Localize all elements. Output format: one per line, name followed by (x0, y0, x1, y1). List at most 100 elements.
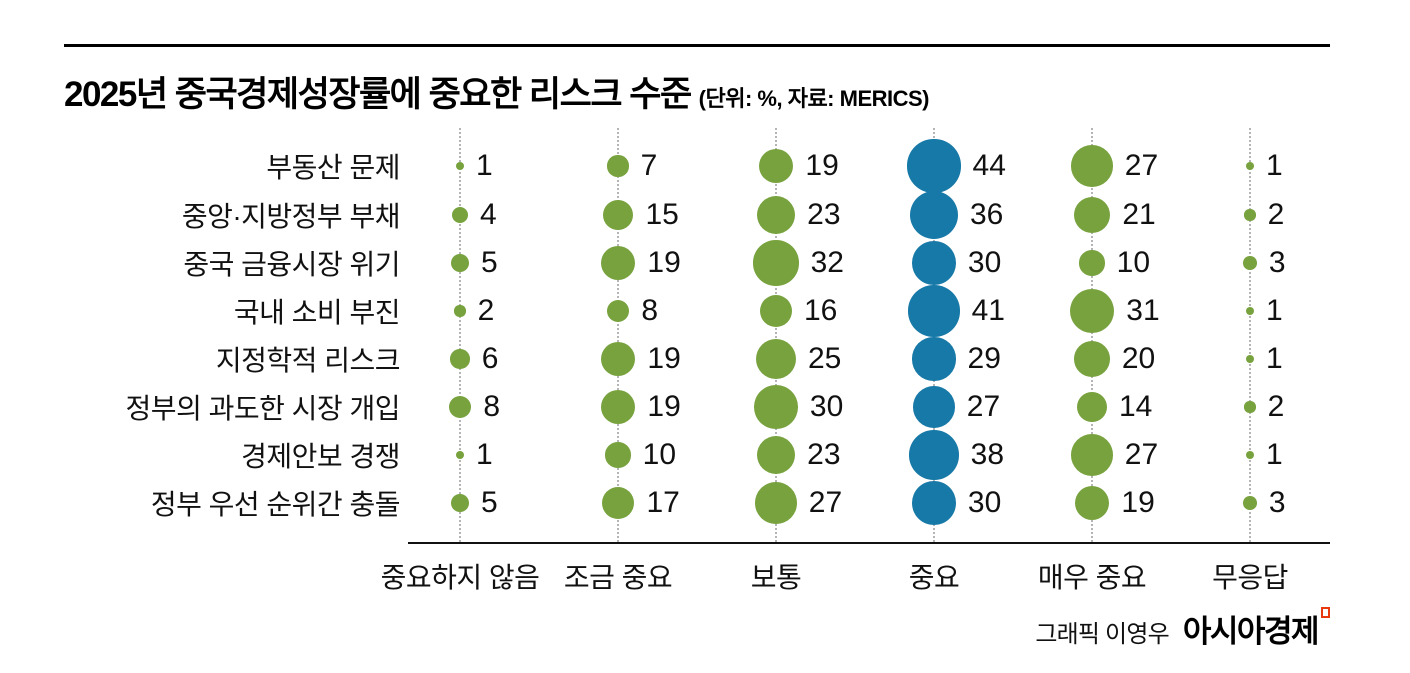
bubble (1246, 451, 1254, 459)
publisher-logo: 아시아경제 (1183, 606, 1330, 651)
logo-flag-icon (1321, 607, 1330, 618)
bubble-value: 31 (1126, 294, 1160, 327)
bubble-value: 44 (972, 149, 1006, 182)
bubble-value: 23 (807, 438, 841, 471)
column-label: 무응답 (1212, 562, 1288, 593)
publisher-name: 아시아경제 (1182, 614, 1320, 649)
column-gridline (1249, 128, 1251, 542)
bubble (913, 386, 955, 428)
bubble (451, 254, 469, 272)
bubble-value: 16 (804, 294, 838, 327)
bubble-value: 5 (480, 486, 498, 519)
bubble (600, 341, 636, 377)
bubble (607, 155, 629, 177)
column-label: 매우 중요 (1037, 562, 1147, 593)
bubble-value: 30 (809, 390, 844, 423)
column-label: 중요 (908, 562, 960, 593)
bubble (605, 442, 631, 468)
bubble-value: 27 (966, 390, 1001, 423)
bubble-value: 1 (476, 438, 493, 471)
bubble-value: 19 (805, 149, 839, 182)
bubble-value: 4 (480, 198, 497, 231)
column-label: 보통 (750, 562, 802, 593)
bubble-value: 8 (483, 390, 500, 423)
top-rule (64, 44, 1330, 47)
bubble (1077, 392, 1107, 422)
bubble-value: 32 (810, 246, 844, 279)
bubble (756, 195, 796, 235)
bubble (912, 481, 956, 525)
bubble-value: 27 (1124, 149, 1159, 182)
bubble (600, 389, 636, 425)
bubble-value: 41 (971, 294, 1005, 327)
bubble-value: 19 (647, 390, 681, 423)
bubble-value: 3 (1268, 486, 1286, 519)
bubble (754, 385, 798, 429)
column-label: 조금 중요 (563, 562, 673, 593)
bubble (1243, 496, 1257, 510)
row-label: 국내 소비 부진 (233, 297, 401, 328)
bubble (452, 207, 468, 223)
bubble (756, 435, 796, 475)
bubble (1073, 196, 1111, 234)
bubble (1069, 288, 1115, 334)
bubble (600, 245, 636, 281)
bubble (1079, 250, 1105, 276)
bubble (1071, 145, 1113, 187)
row-label: 중국 금융시장 위기 (183, 249, 400, 280)
bubble (448, 395, 472, 419)
x-axis-line (408, 542, 1330, 544)
bubble-value: 2 (477, 294, 495, 327)
bubble-value: 23 (807, 198, 841, 231)
bubble (1246, 162, 1254, 170)
bubble (760, 295, 792, 327)
bubble (456, 451, 464, 459)
bubble-value: 1 (1266, 149, 1283, 182)
bubble-value: 2 (1267, 390, 1285, 423)
bubble (1074, 485, 1110, 521)
bubble-value: 19 (1121, 486, 1155, 519)
title-row: 2025년 중국경제성장률에 중요한 리스크 수준 (단위: %, 자료: ME… (64, 66, 930, 117)
bubble (753, 240, 799, 286)
column-gridline (617, 128, 619, 542)
bubble-value: 25 (808, 342, 842, 375)
bubble (456, 162, 464, 170)
column-label: 중요하지 않음 (380, 562, 540, 593)
bubble (1244, 209, 1256, 221)
bubble-value: 19 (647, 246, 681, 279)
bubble-value: 8 (641, 294, 658, 327)
bubble (1243, 256, 1257, 270)
credit-text: 그래픽 이영우 (1035, 621, 1169, 648)
bubble-value: 7 (640, 149, 658, 182)
bubble-value: 1 (1266, 438, 1283, 471)
chart-subtitle: (단위: %, 자료: MERICS) (698, 86, 930, 111)
bubble (755, 482, 797, 524)
bubble-value: 20 (1121, 342, 1156, 375)
bubble (912, 241, 956, 285)
bubble (912, 337, 956, 381)
bubble (1244, 401, 1256, 413)
row-label: 부동산 문제 (266, 152, 400, 183)
column-gridline (1091, 128, 1093, 542)
column-gridline (459, 128, 461, 542)
bubble (451, 494, 469, 512)
bubble-value: 30 (967, 246, 1002, 279)
bubble-value: 19 (647, 342, 681, 375)
footer: 그래픽 이영우 아시아경제 (1035, 606, 1330, 651)
row-label: 지정학적 리스크 (215, 345, 401, 376)
row-label: 중앙·지방정부 부채 (181, 201, 401, 232)
bubble (756, 339, 796, 379)
bubble-value: 1 (1266, 294, 1283, 327)
bubble-value: 27 (808, 486, 843, 519)
bubble (909, 430, 959, 480)
bubble (450, 349, 470, 369)
bubble (1071, 434, 1113, 476)
bubble (910, 191, 958, 239)
bubble-value: 27 (1124, 438, 1159, 471)
bubble (908, 285, 960, 337)
row-label: 정부 우선 순위간 충돌 (150, 489, 401, 520)
bubble-value: 1 (1266, 342, 1283, 375)
bubble-value: 21 (1122, 198, 1156, 231)
